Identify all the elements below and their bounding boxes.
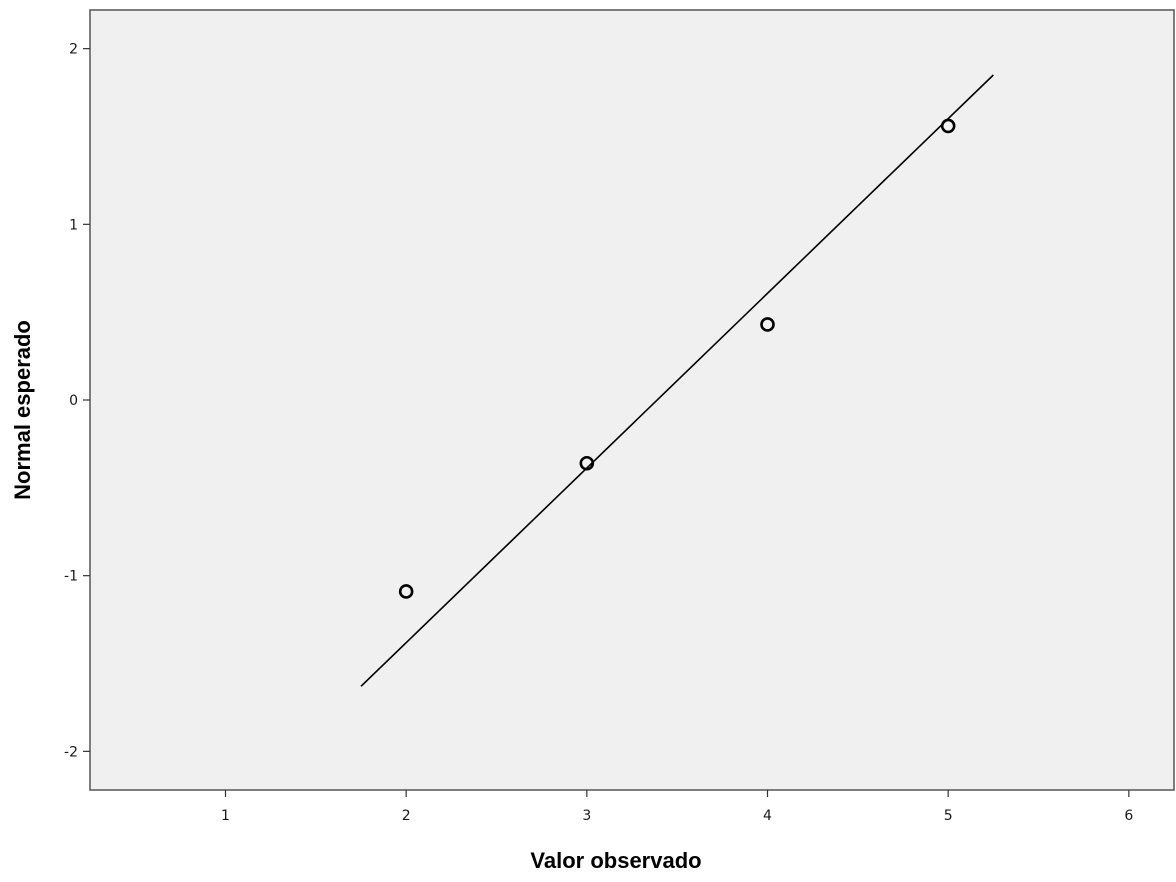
y-tick-label: 1 bbox=[69, 217, 78, 233]
data-point bbox=[398, 584, 414, 599]
data-point bbox=[760, 317, 775, 332]
y-tick-label: 0 bbox=[69, 393, 78, 409]
reference-line bbox=[360, 74, 994, 687]
x-tick-label: 1 bbox=[221, 808, 230, 824]
x-tick-label: 2 bbox=[402, 808, 411, 824]
x-tick-label: 4 bbox=[763, 808, 772, 824]
y-tick-label: 2 bbox=[69, 42, 78, 58]
series-layer bbox=[360, 74, 994, 687]
y-axis-title: Normal esperado bbox=[10, 320, 35, 500]
x-tick-label: 5 bbox=[944, 808, 953, 824]
y-axis: -2 -1 0 1 2 bbox=[64, 42, 90, 760]
x-axis: 1 2 3 4 5 6 bbox=[221, 790, 1133, 824]
y-tick-label: -2 bbox=[64, 744, 78, 760]
data-point bbox=[579, 455, 595, 471]
data-point bbox=[940, 118, 956, 134]
x-axis-title: Valor observado bbox=[530, 848, 701, 873]
plot-area bbox=[89, 9, 1175, 791]
x-tick-label: 3 bbox=[582, 808, 591, 824]
x-tick-label: 6 bbox=[1124, 808, 1133, 824]
y-tick-label: -1 bbox=[64, 569, 78, 585]
